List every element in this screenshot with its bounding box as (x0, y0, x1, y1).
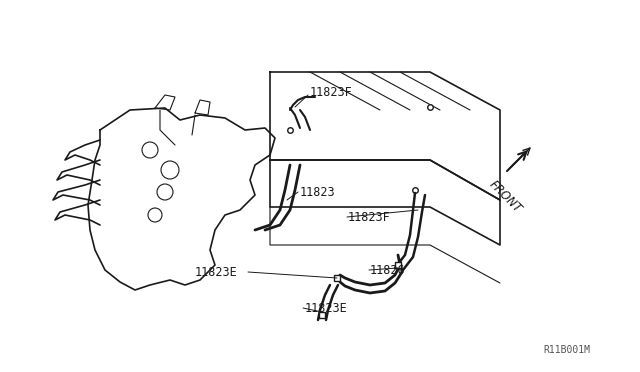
Text: 11823F: 11823F (348, 211, 391, 224)
Text: 11823: 11823 (300, 186, 335, 199)
Text: R11B001M: R11B001M (543, 345, 590, 355)
Text: 11823E: 11823E (195, 266, 237, 279)
Text: 11823E: 11823E (305, 301, 348, 314)
Text: FRONT: FRONT (486, 178, 524, 215)
Text: 11826: 11826 (370, 263, 406, 276)
Text: 11823F: 11823F (310, 86, 353, 99)
